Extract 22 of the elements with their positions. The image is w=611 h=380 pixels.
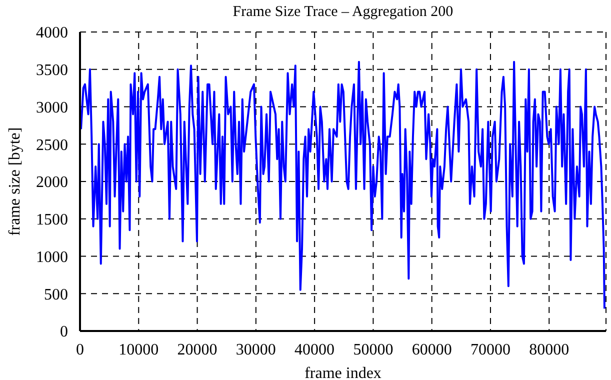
y-tick-label: 1000 <box>36 248 68 266</box>
y-tick-label: 3000 <box>36 99 68 116</box>
x-tick-label: 70000 <box>470 341 510 358</box>
y-tick-label: 3500 <box>36 62 68 80</box>
x-tick-label: 0 <box>76 341 84 358</box>
y-tick-label: 2500 <box>36 136 68 154</box>
y-tick-label: 2000 <box>36 174 68 192</box>
y-axis-title: frame size [byte] <box>6 127 24 236</box>
x-tick-label: 80000 <box>529 341 570 358</box>
y-tick-label: 500 <box>44 286 68 304</box>
x-tick-label: 40000 <box>294 341 335 358</box>
x-tick-label: 30000 <box>236 341 276 358</box>
y-tick-label: 4000 <box>36 24 68 42</box>
x-axis-title: frame index <box>304 365 382 380</box>
x-tick-label: 60000 <box>412 341 452 358</box>
x-tick-label: 50000 <box>353 341 394 358</box>
y-tick-label: 0 <box>60 324 68 341</box>
chart-title: Frame Size Trace – Aggregation 200 <box>232 4 454 21</box>
x-tick-label: 20000 <box>177 341 218 358</box>
y-tick-label: 1500 <box>36 212 68 229</box>
x-tick-label: 10000 <box>118 341 159 358</box>
line-series <box>80 60 606 310</box>
